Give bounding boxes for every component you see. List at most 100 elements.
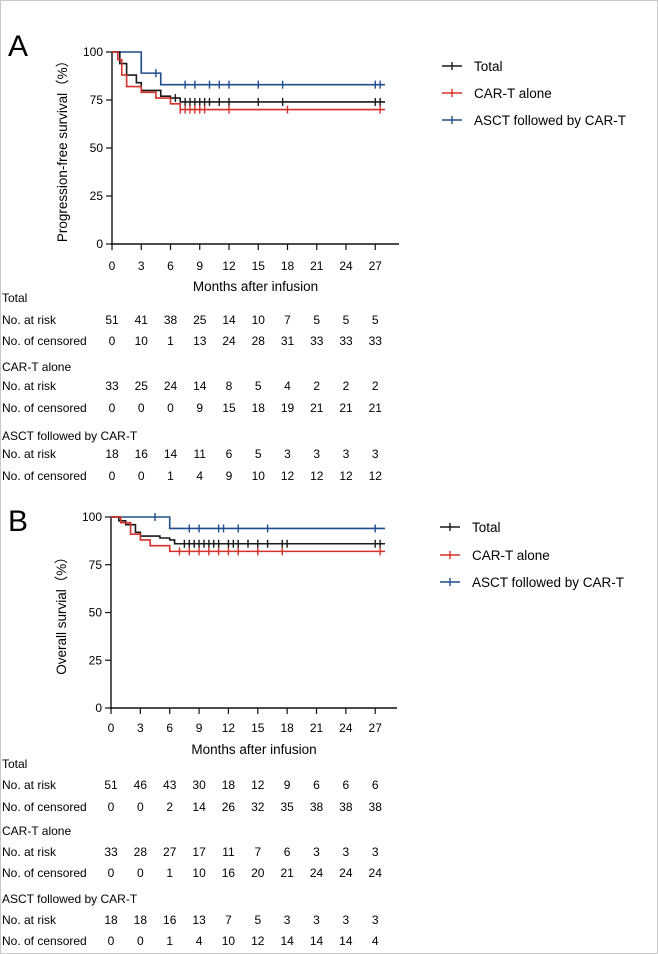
panelB-risk-group-asct-followed-by-car-t: ASCT followed by CAR-T — [2, 892, 138, 906]
panelA-y-axis-label: Progression-free survival（%） — [55, 54, 70, 242]
panelA-censored-value-asct-followed-by-car-t: 4 — [196, 469, 203, 483]
panelB-x-tick-label: 18 — [280, 721, 294, 735]
panelB-risk-value-asct-followed-by-car-t: 3 — [284, 913, 291, 927]
panelB-censored-value-asct-followed-by-car-t: 0 — [108, 934, 115, 948]
panelA-x-tick-label: 24 — [339, 259, 353, 273]
panelA-risk-value-total: 10 — [252, 313, 266, 327]
panelA-censored-value-car-t-alone: 18 — [252, 401, 266, 415]
panelA-risk-value-total: 5 — [343, 313, 350, 327]
panelB-risk-value-car-t-alone: 3 — [343, 845, 350, 859]
panelA-censored-value-car-t-alone: 21 — [339, 401, 353, 415]
panelA-censored-value-asct-followed-by-car-t: 10 — [252, 469, 266, 483]
panelA-x-tick-label: 9 — [196, 259, 203, 273]
panelA-legend-label-total: Total — [474, 59, 503, 74]
panelA-risk-value-total: 14 — [222, 313, 236, 327]
panelA-censored-value-total: 1 — [167, 334, 174, 348]
panelB-risk-value-car-t-alone: 27 — [163, 845, 177, 859]
panelA-risk-group-total: Total — [2, 291, 27, 305]
panelA-risk-value-total: 5 — [313, 313, 320, 327]
panelA-risk-value-car-t-alone: 2 — [372, 379, 379, 393]
panelA-risk-value-total: 51 — [105, 313, 119, 327]
panelB-censored-value-car-t-alone: 10 — [192, 866, 206, 880]
panelB-censored-value-total: 38 — [310, 800, 324, 814]
panelA-risk-value-asct-followed-by-car-t: 11 — [194, 447, 207, 461]
panelA-censored-value-asct-followed-by-car-t: 9 — [226, 469, 233, 483]
panelB-x-tick-label: 3 — [137, 721, 144, 735]
panelB-censored-value-asct-followed-by-car-t: 4 — [196, 934, 203, 948]
panelA-risk-value-asct-followed-by-car-t: 5 — [255, 447, 262, 461]
panelB-censored-value-car-t-alone: 0 — [137, 866, 144, 880]
panelA-series-line-total — [112, 51, 385, 103]
panelA-risk-value-total: 5 — [372, 313, 379, 327]
panelA-x-tick-label: 21 — [310, 259, 324, 273]
panelB-censored-value-car-t-alone: 21 — [280, 866, 294, 880]
panelA-censored-value-car-t-alone: 15 — [222, 401, 236, 415]
panelA-censored-value-car-t-alone: 21 — [310, 401, 324, 415]
panelB-risk-value-total: 6 — [372, 778, 379, 792]
panelB-censored-value-asct-followed-by-car-t: 4 — [372, 934, 379, 948]
panelA-risk-value-car-t-alone: 14 — [193, 379, 207, 393]
panelB-censored-value-asct-followed-by-car-t: 12 — [251, 934, 265, 948]
panelB-risk-value-asct-followed-by-car-t: 13 — [192, 913, 206, 927]
panelB-risk-value-asct-followed-by-car-t: 3 — [372, 913, 379, 927]
panelA-risk-value-asct-followed-by-car-t: 3 — [284, 447, 291, 461]
panelB-y-axis-label: Overall survial（%） — [54, 550, 69, 675]
panelA-censored-value-total: 13 — [193, 334, 207, 348]
panelA-x-axis-label: Months after infusion — [193, 279, 318, 294]
panelB-legend-label-car-t-alone: CAR-T alone — [472, 548, 550, 563]
panelA-censored-value-total: 33 — [369, 334, 383, 348]
panelA-censored-row-label: No. of censored — [2, 334, 87, 348]
panelA-censored-value-car-t-alone: 0 — [138, 401, 145, 415]
panelB-risk-row-label: No. at risk — [2, 913, 57, 927]
panelB-risk-value-car-t-alone: 3 — [372, 845, 379, 859]
panelB-risk-value-asct-followed-by-car-t: 18 — [134, 913, 148, 927]
panelB-risk-value-car-t-alone: 6 — [284, 845, 291, 859]
panelB-series-line-car-t-alone — [111, 516, 385, 553]
panelB-censored-value-total: 0 — [108, 800, 115, 814]
panelB-risk-group-total: Total — [2, 757, 27, 771]
panelB-risk-value-total: 6 — [343, 778, 350, 792]
panelA-censored-value-asct-followed-by-car-t: 12 — [281, 469, 295, 483]
panelB-series-line-asct-followed-by-car-t — [111, 516, 385, 530]
panelA-censored-value-asct-followed-by-car-t: 1 — [167, 469, 174, 483]
panelA-censored-row-label: No. of censored — [2, 469, 87, 483]
panelA-x-tick-label: 27 — [369, 259, 383, 273]
panelA-x-tick-label: 15 — [252, 259, 266, 273]
panelB-censored-value-total: 26 — [222, 800, 236, 814]
panelB-x-tick-label: 24 — [339, 721, 353, 735]
panelA-censored-value-car-t-alone: 9 — [196, 401, 203, 415]
panelB-risk-value-asct-followed-by-car-t: 3 — [313, 913, 320, 927]
panelB-x-axis-label: Months after infusion — [191, 742, 316, 757]
panelA-risk-value-asct-followed-by-car-t: 3 — [313, 447, 320, 461]
panelA-censored-value-asct-followed-by-car-t: 12 — [310, 469, 324, 483]
panelB-censored-value-total: 0 — [137, 800, 144, 814]
panelA-risk-row-label: No. at risk — [2, 313, 57, 327]
panelB-risk-value-car-t-alone: 17 — [192, 845, 206, 859]
panelA-risk-value-car-t-alone: 2 — [313, 379, 320, 393]
panelB-x-tick-label: 21 — [310, 721, 324, 735]
panelA-series-line-car-t-alone — [112, 51, 385, 111]
panelB-risk-value-car-t-alone: 3 — [313, 845, 320, 859]
panelB-censored-row-label: No. of censored — [2, 866, 87, 880]
panelB-y-tick-label: 25 — [89, 653, 103, 667]
panelB-risk-value-asct-followed-by-car-t: 7 — [225, 913, 232, 927]
panelA-y-tick-label: 25 — [90, 189, 104, 203]
panelB-censored-value-total: 38 — [369, 800, 383, 814]
panelB-censored-value-total: 32 — [251, 800, 265, 814]
panelA-y-tick-label: 50 — [90, 141, 104, 155]
panelB-risk-row-label: No. at risk — [2, 778, 57, 792]
panelB-risk-row-label: No. at risk — [2, 845, 57, 859]
panelB-risk-value-total: 30 — [192, 778, 206, 792]
panelB-censored-value-asct-followed-by-car-t: 1 — [166, 934, 173, 948]
panelB-censored-value-car-t-alone: 20 — [251, 866, 265, 880]
panelA-censored-value-total: 31 — [281, 334, 295, 348]
panelA-censored-value-total: 33 — [310, 334, 324, 348]
panelB-censored-value-asct-followed-by-car-t: 0 — [137, 934, 144, 948]
panelB-y-tick-label: 0 — [95, 701, 102, 715]
panelA-risk-value-asct-followed-by-car-t: 16 — [135, 447, 149, 461]
panelA-risk-group-asct-followed-by-car-t: ASCT followed by CAR-T — [2, 429, 138, 443]
panelA-y-tick-label: 75 — [90, 93, 104, 107]
panelA-censored-value-total: 10 — [135, 334, 149, 348]
panelA-x-tick-label: 0 — [109, 259, 116, 273]
panelA-censored-value-car-t-alone: 21 — [369, 401, 383, 415]
